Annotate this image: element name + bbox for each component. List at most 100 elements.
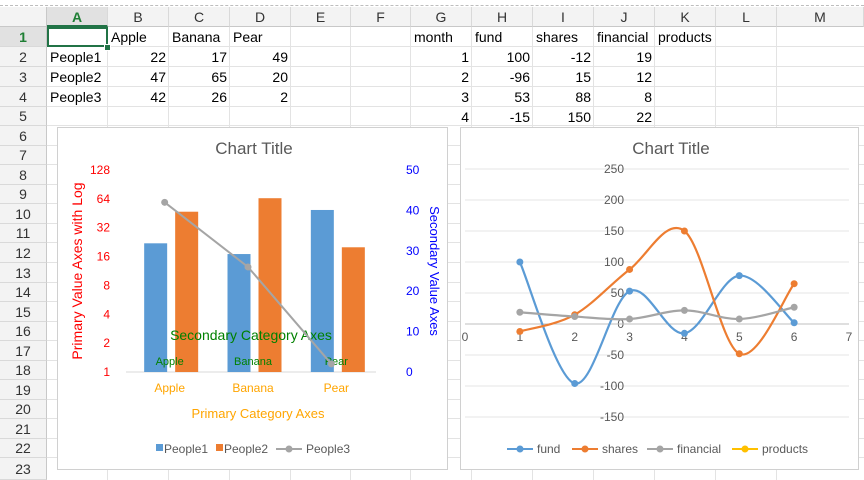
cell-J1[interactable]: financial (597, 29, 649, 45)
cell-A4[interactable]: People3 (50, 89, 102, 105)
fill-handle[interactable] (104, 44, 111, 51)
column-header-E[interactable]: E (291, 7, 351, 27)
bar-People1-Apple (144, 243, 168, 372)
cell-G2[interactable]: 1 (461, 49, 469, 65)
grid-row-line (47, 242, 864, 243)
row-header-22[interactable]: 22 (0, 439, 47, 458)
row-header-3[interactable]: 3 (0, 67, 47, 87)
cell-I5[interactable]: 150 (567, 109, 591, 125)
row-header-19[interactable]: 19 (0, 380, 47, 400)
primary-y-axis-title: Primary Value Axes with Log (69, 182, 85, 359)
cell-H2[interactable]: 100 (506, 49, 530, 65)
cell-I3[interactable]: 15 (575, 69, 591, 85)
cell-B2[interactable]: 22 (150, 49, 166, 65)
active-cell-A1[interactable] (47, 27, 108, 47)
cell-C4[interactable]: 26 (211, 89, 227, 105)
column-header-K[interactable]: K (655, 7, 716, 27)
cell-H4[interactable]: 53 (514, 89, 530, 105)
cell-J2[interactable]: 19 (636, 49, 652, 65)
row-header-7[interactable]: 7 (0, 146, 47, 165)
cell-A2[interactable]: People1 (50, 49, 102, 65)
cell-G3[interactable]: 2 (461, 69, 469, 85)
row-header-6[interactable]: 6 (0, 126, 47, 146)
column-header-I[interactable]: I (533, 7, 594, 27)
line-chart[interactable]: Chart Title 250 200 150 100 50 0 -50 -100 -150 0 1 2… (460, 127, 859, 470)
x-tick-label: 7 (846, 330, 853, 344)
row-header-2[interactable]: 2 (0, 47, 47, 67)
secondary-y-tick-label: 30 (406, 244, 420, 258)
cell-J5[interactable]: 22 (636, 109, 652, 125)
row-header-23[interactable]: 23 (0, 458, 47, 480)
grid-row-line (47, 66, 864, 67)
cell-H1[interactable]: fund (475, 29, 503, 45)
cell-K1[interactable]: products (658, 29, 712, 45)
column-header-J[interactable]: J (594, 7, 655, 27)
row-header-17[interactable]: 17 (0, 341, 47, 361)
grid-row-line (47, 399, 864, 400)
row-header-15[interactable]: 15 (0, 302, 47, 322)
point-shares-3 (626, 265, 634, 273)
cell-J4[interactable]: 8 (644, 89, 652, 105)
cell-I1[interactable]: shares (536, 29, 579, 45)
primary-y-tick-label: 4 (103, 307, 110, 321)
cell-A3[interactable]: People2 (50, 69, 102, 85)
cell-C1[interactable]: Banana (172, 29, 221, 45)
row-header-20[interactable]: 20 (0, 400, 47, 419)
row-header-4[interactable]: 4 (0, 87, 47, 107)
cell-J3[interactable]: 12 (636, 69, 652, 85)
point-shares-1 (516, 327, 524, 335)
cell-G1[interactable]: month (414, 29, 453, 45)
row-header-10[interactable]: 10 (0, 204, 47, 224)
column-header-H[interactable]: H (472, 7, 533, 27)
select-all-corner[interactable] (0, 7, 47, 27)
column-header-C[interactable]: C (169, 7, 230, 27)
cell-I2[interactable]: -12 (570, 49, 591, 65)
primary-category-label: Banana (232, 381, 274, 395)
cell-G4[interactable]: 3 (461, 89, 469, 105)
point-financial-3 (626, 315, 634, 323)
cell-D3[interactable]: 20 (272, 69, 288, 85)
row-header-11[interactable]: 11 (0, 224, 47, 243)
grid-row-line (47, 418, 864, 419)
x-tick-label: 0 (462, 330, 469, 344)
column-header-M[interactable]: M (777, 7, 864, 27)
row-header-13[interactable]: 13 (0, 263, 47, 283)
cell-B3[interactable]: 47 (150, 69, 166, 85)
cell-B1[interactable]: Apple (111, 29, 147, 45)
cell-D4[interactable]: 2 (280, 89, 288, 105)
column-header-A[interactable]: A (47, 7, 108, 27)
row-header-18[interactable]: 18 (0, 361, 47, 380)
grid-row-line (47, 282, 864, 283)
row-header-12[interactable]: 12 (0, 243, 47, 263)
cell-I4[interactable]: 88 (575, 89, 591, 105)
row-header-8[interactable]: 8 (0, 165, 47, 185)
cell-C2[interactable]: 17 (211, 49, 227, 65)
row-header-16[interactable]: 16 (0, 322, 47, 341)
cell-B4[interactable]: 42 (150, 89, 166, 105)
column-header-D[interactable]: D (230, 7, 291, 27)
cell-C3[interactable]: 65 (211, 69, 227, 85)
row-header-21[interactable]: 21 (0, 419, 47, 439)
bar-chart[interactable]: Chart Title 1 2 4 8 16 32 64 128 0 10 20 30 40 50 Prima… (57, 127, 448, 470)
cell-G5[interactable]: 4 (461, 109, 469, 125)
primary-y-tick-label: 1 (103, 365, 110, 379)
point-fund-1 (516, 258, 524, 266)
cell-D2[interactable]: 49 (272, 49, 288, 65)
column-header-F[interactable]: F (351, 7, 411, 27)
row-header-1[interactable]: 1 (0, 27, 47, 47)
cell-D1[interactable]: Pear (233, 29, 263, 45)
point-fund-4 (680, 329, 688, 337)
legend-marker-dot-fund (516, 445, 524, 453)
column-header-B[interactable]: B (108, 7, 169, 27)
row-header-14[interactable]: 14 (0, 283, 47, 302)
cell-H5[interactable]: -15 (509, 109, 530, 125)
point-financial-6 (790, 303, 798, 311)
cell-H3[interactable]: -96 (509, 69, 530, 85)
point-fund-6 (790, 319, 798, 327)
column-header-L[interactable]: L (716, 7, 777, 27)
row-header-5[interactable]: 5 (0, 107, 47, 126)
row-header-9[interactable]: 9 (0, 185, 47, 204)
column-header-G[interactable]: G (411, 7, 472, 27)
legend-marker-dot-financial (656, 445, 664, 453)
